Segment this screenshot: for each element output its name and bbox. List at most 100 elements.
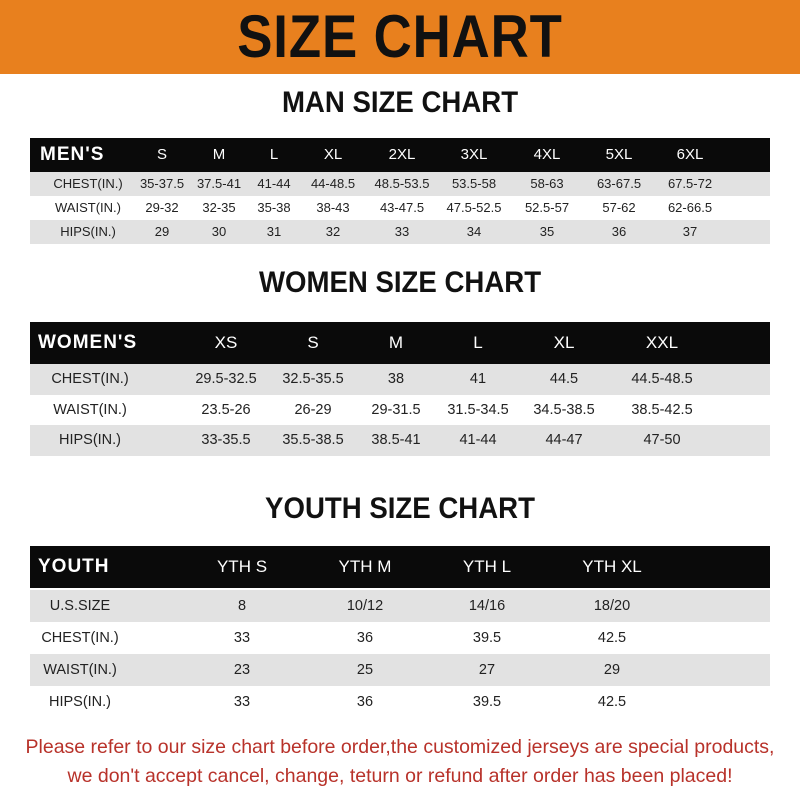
measurement-value: 37.5-41 [196, 176, 242, 191]
measurement-value: 32-35 [202, 200, 236, 215]
measurement-value: 33-35.5 [201, 432, 251, 448]
notice-line-2: we don't accept cancel, change, teturn o… [67, 765, 733, 787]
measurement-value: 38-43 [316, 200, 350, 215]
table-category-label: MEN'S [40, 144, 105, 165]
size-column-header: YTH S [216, 557, 268, 576]
measurement-value: 36 [611, 224, 627, 239]
measurement-label: CHEST(IN.) [51, 371, 129, 387]
measurement-value: 41 [469, 371, 487, 387]
measurement-value: 27 [478, 662, 496, 678]
measurement-value: 44-47 [545, 432, 583, 448]
measurement-value: 38.5-42.5 [631, 401, 693, 418]
table-row: CHEST(IN.) 29.5-32.5 32.5-35.5 38 41 44.5 44.5… [30, 364, 770, 395]
measurement-value: 35 [539, 224, 555, 239]
measurement-label: WAIST(IN.) [43, 662, 117, 678]
measurement-value: 42.5 [597, 630, 627, 646]
measurement-value: 35-38 [257, 200, 291, 215]
table-row: CHEST(IN.) 33 36 39.5 42.5 [30, 622, 770, 654]
measurement-value: 35.5-38.5 [282, 432, 344, 448]
measurement-value: 43-47.5 [379, 200, 425, 215]
size-column-header: S [307, 333, 319, 352]
measurement-value: 62-66.5 [667, 200, 713, 215]
measurement-label: WAIST(IN.) [55, 200, 121, 215]
measurement-label: U.S.SIZE [49, 598, 111, 614]
measurement-value: 29 [154, 224, 170, 239]
measurement-value: 30 [211, 224, 227, 239]
table-header-row: YOUTH YTH S YTH M YTH L YTH XL [30, 546, 770, 588]
measurement-value: 29 [603, 662, 621, 678]
measurement-value: 29-32 [145, 200, 179, 215]
measurement-value: 23 [233, 662, 251, 678]
measurement-value: 32 [325, 224, 341, 239]
measurement-value: 42.5 [597, 694, 627, 710]
measurement-value: 18/20 [593, 598, 631, 614]
table-row: HIPS(IN.) 33-35.5 35.5-38.5 38.5-41 41-44 44-… [30, 425, 770, 456]
size-column-header: 2XL [388, 146, 416, 163]
size-column-header: YTH M [338, 557, 392, 576]
table-row: HIPS(IN.) 29 30 31 32 33 34 35 36 37 [30, 220, 770, 244]
size-column-header: 5XL [605, 146, 633, 163]
measurement-value: 36 [356, 694, 374, 710]
measurement-value: 39.5 [472, 694, 502, 710]
size-column-header: M [388, 333, 404, 352]
measurement-value: 29.5-32.5 [195, 371, 257, 387]
measurement-value: 41-44 [459, 432, 497, 448]
measurement-value: 35-37.5 [139, 176, 185, 191]
measurement-value: 8 [237, 598, 247, 614]
measurement-value: 38 [387, 371, 405, 387]
measurement-value: 39.5 [472, 630, 502, 646]
table-header-row: WOMEN'S XS S M L XL XXL [30, 322, 770, 364]
size-column-header: 6XL [676, 146, 704, 163]
measurement-label: WAIST(IN.) [53, 401, 127, 418]
table-row: U.S.SIZE 8 10/12 14/16 18/20 [30, 590, 770, 622]
size-column-header: YTH L [462, 557, 512, 576]
table-row: CHEST(IN.) 35-37.5 37.5-41 41-44 44-48.5 48.5… [30, 172, 770, 196]
measurement-value: 53.5-58 [451, 176, 497, 191]
size-column-header: XL [553, 333, 575, 352]
youth-chart-title: YOUTH SIZE CHART [265, 492, 535, 525]
measurement-value: 37 [682, 224, 698, 239]
size-column-header: S [156, 146, 168, 163]
measurement-value: 44.5-48.5 [631, 371, 693, 387]
measurement-label: HIPS(IN.) [48, 694, 112, 710]
measurement-value: 29-31.5 [371, 401, 421, 418]
table-row: WAIST(IN.) 23.5-26 26-29 29-31.5 31.5-34.5 34… [30, 395, 770, 426]
measurement-value: 47-50 [643, 432, 681, 448]
measurement-value: 32.5-35.5 [282, 371, 344, 387]
measurement-value: 25 [356, 662, 374, 678]
size-column-header: YTH XL [582, 557, 642, 576]
size-column-header: XL [323, 146, 343, 163]
table-category-label: YOUTH [38, 556, 110, 577]
men-chart-title: MAN SIZE CHART [281, 86, 519, 119]
measurement-value: 23.5-26 [201, 401, 251, 418]
size-column-header: 4XL [533, 146, 561, 163]
measurement-value: 10/12 [346, 598, 384, 614]
measurement-value: 47.5-52.5 [446, 200, 502, 215]
measurement-value: 34 [466, 224, 482, 239]
measurement-value: 33 [394, 224, 410, 239]
notice-line-1: Please refer to our size chart before or… [25, 736, 775, 758]
measurement-value: 14/16 [468, 598, 506, 614]
table-row: WAIST(IN.) 23 25 27 29 [30, 654, 770, 686]
measurement-value: 52.5-57 [524, 200, 570, 215]
measurement-value: 33 [233, 630, 251, 646]
measurement-value: 33 [233, 694, 251, 710]
measurement-value: 31.5-34.5 [447, 401, 509, 418]
measurement-value: 44-48.5 [310, 176, 356, 191]
measurement-value: 36 [356, 630, 374, 646]
table-row: HIPS(IN.) 33 36 39.5 42.5 [30, 686, 770, 718]
size-column-header: L [473, 333, 483, 352]
table-row: WAIST(IN.) 29-32 32-35 35-38 38-43 43-47.5 47.… [30, 196, 770, 220]
measurement-value: 26-29 [294, 401, 332, 418]
banner-title: SIZE CHART [237, 3, 563, 70]
size-column-header: M [212, 146, 226, 163]
table-header-row: MEN'S S M L XL 2XL 3XL 4XL 5XL 6XL [30, 138, 770, 172]
table-category-label: WOMEN'S [38, 332, 138, 353]
measurement-value: 57-62 [602, 200, 636, 215]
measurement-value: 38.5-41 [371, 432, 421, 448]
size-column-header: XS [214, 333, 238, 352]
measurement-value: 31 [266, 224, 282, 239]
size-column-header: 3XL [460, 146, 488, 163]
measurement-value: 58-63 [530, 176, 564, 191]
measurement-value: 67.5-72 [667, 176, 713, 191]
